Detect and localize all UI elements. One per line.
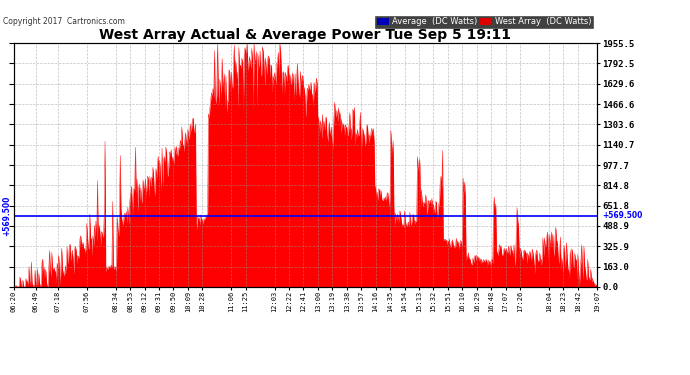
Text: +569.500: +569.500 [2, 196, 11, 236]
Title: West Array Actual & Average Power Tue Sep 5 19:11: West Array Actual & Average Power Tue Se… [99, 28, 511, 42]
Text: +569.500: +569.500 [602, 211, 643, 220]
Text: Copyright 2017  Cartronics.com: Copyright 2017 Cartronics.com [3, 17, 126, 26]
Legend: Average  (DC Watts), West Array  (DC Watts): Average (DC Watts), West Array (DC Watts… [375, 16, 593, 28]
